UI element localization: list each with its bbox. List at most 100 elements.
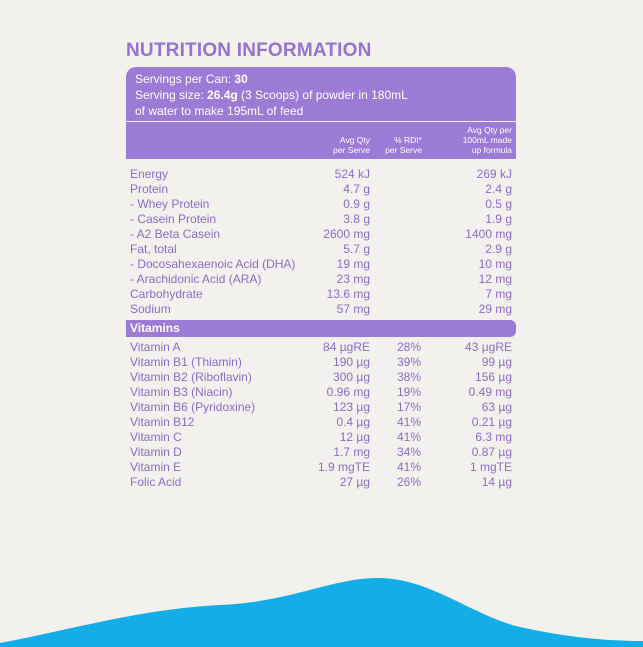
rdi-value: 41% [396,415,421,429]
table-row: - A2 Beta Casein 2600 mg 1400 mg [130,227,514,242]
table-row: Vitamin D 1.7 mg 34% 0.87 µg [130,445,514,460]
table-row: Sodium 57 mg 29 mg [130,302,514,317]
nutrient-name: Vitamin A [130,340,181,354]
nutrient-name: Folic Acid [130,475,182,489]
per-100ml-value: 2.4 g [485,182,512,196]
serving-size-value: 26.4g [207,88,238,102]
table-row: Protein 4.7 g 2.4 g [130,182,514,197]
table-row: Vitamin B12 0.4 µg 41% 0.21 µg [130,415,514,430]
wave-decoration [0,577,643,647]
rdi-value: 41% [396,460,421,474]
per-100ml-value: 2.9 g [485,242,512,256]
header-rdi: % RDI* per Serve [385,135,422,155]
servings-value: 30 [234,72,248,86]
nutrient-name: Vitamin B12 [130,415,195,429]
per-serve-value: 524 kJ [334,167,370,181]
table-row: - Arachidonic Acid (ARA) 23 mg 12 mg [130,272,514,287]
per-serve-value: 3.8 g [343,212,370,226]
per-serve-value: 123 µg [333,400,370,414]
vitamin-table: Vitamin A 84 µgRE 28% 43 µgRE Vitamin B1 (Th… [130,340,514,490]
table-row: Vitamin B1 (Thiamin) 190 µg 39% 99 µg [130,355,514,370]
header-serve-line1: Avg Qty [339,135,370,145]
nutrient-name: Vitamin B2 (Riboflavin) [130,370,252,384]
per-100ml-value: 6.3 mg [475,430,512,444]
table-row: Vitamin A 84 µgRE 28% 43 µgRE [130,340,514,355]
table-header: Avg Qty per Serve % RDI* per Serve Avg Q… [126,122,516,159]
nutrient-table: Energy 524 kJ 269 kJ Protein 4.7 g 2.4 g - Wh… [130,167,514,317]
servings-label: Servings per Can: [135,72,235,86]
per-serve-value: 27 µg [339,475,370,489]
per-100ml-value: 0.21 µg [471,415,512,429]
rdi-value: 19% [396,385,421,399]
per-serve-value: 13.6 mg [326,287,370,301]
nutrient-name: - Whey Protein [130,197,210,211]
header-100-line3: up formula [471,145,512,155]
nutrient-name: Sodium [130,302,171,316]
nutrient-name: - Casein Protein [130,212,217,226]
per-100ml-value: 99 µg [481,355,512,369]
table-row: - Docosahexaenoic Acid (DHA) 19 mg 10 mg [130,257,514,272]
servings-panel: Servings per Can: 30 Serving size: 26.4g… [126,67,516,121]
nutrient-name: Energy [130,167,169,181]
nutrient-name: Vitamin C [130,430,182,444]
serving-feed-note: of water to make 195mL of feed [135,104,304,118]
table-row: Vitamin B6 (Pyridoxine) 123 µg 17% 63 µg [130,400,514,415]
per-100ml-value: 0.87 µg [471,445,512,459]
table-row: Vitamin B2 (Riboflavin) 300 µg 38% 156 µg [130,370,514,385]
per-100ml-value: 12 mg [478,272,512,286]
per-serve-value: 19 mg [336,257,370,271]
rdi-value: 17% [396,400,421,414]
per-serve-value: 12 µg [339,430,370,444]
nutrient-name: - Arachidonic Acid (ARA) [130,272,262,286]
table-row: Energy 524 kJ 269 kJ [130,167,514,182]
table-row: Carbohydrate 13.6 mg 7 mg [130,287,514,302]
serving-size: Serving size: 26.4g (3 Scoops) of powder… [135,87,507,103]
header-per-100ml: Avg Qty per 100mL made up formula [463,125,512,155]
per-100ml-value: 7 mg [485,287,512,301]
header-rdi-line2: per Serve [385,145,422,155]
rdi-value: 26% [396,475,421,489]
header-rdi-line1: % RDI* [394,135,422,145]
nutrient-name: Carbohydrate [130,287,203,301]
table-row: - Whey Protein 0.9 g 0.5 g [130,197,514,212]
table-row: Vitamin E 1.9 mgTE 41% 1 mgTE [130,460,514,475]
per-100ml-value: 156 µg [475,370,512,384]
per-serve-value: 84 µgRE [323,340,370,354]
per-100ml-value: 14 µg [481,475,512,489]
nutrient-name: Vitamin D [130,445,182,459]
rdi-value: 34% [396,445,421,459]
table-row: Folic Acid 27 µg 26% 14 µg [130,475,514,490]
header-100-line2: 100mL made [462,135,512,145]
per-100ml-value: 63 µg [481,400,512,414]
nutrient-name: Fat, total [130,242,177,256]
page-title: NUTRITION INFORMATION [126,40,372,61]
header-avg-qty-serve: Avg Qty per Serve [333,135,370,155]
per-serve-value: 190 µg [333,355,370,369]
rdi-value: 28% [396,340,421,354]
per-serve-value: 23 mg [336,272,370,286]
header-serve-line2: per Serve [333,145,370,155]
nutrient-name: - A2 Beta Casein [130,227,221,241]
per-100ml-value: 1.9 g [485,212,512,226]
per-serve-value: 2600 mg [323,227,370,241]
per-100ml-value: 43 µgRE [465,340,512,354]
per-100ml-value: 269 kJ [476,167,512,181]
nutrient-name: Vitamin B6 (Pyridoxine) [130,400,256,414]
per-100ml-value: 10 mg [478,257,512,271]
per-serve-value: 0.96 mg [326,385,370,399]
per-100ml-value: 1400 mg [465,227,512,241]
rdi-value: 38% [396,370,421,384]
per-100ml-value: 29 mg [478,302,512,316]
serving-size-label: Serving size: [135,88,208,102]
per-100ml-value: 1 mgTE [469,460,512,474]
table-row: Fat, total 5.7 g 2.9 g [130,242,514,257]
nutrient-name: Vitamin B3 (Niacin) [130,385,233,399]
table-row: Vitamin C 12 µg 41% 6.3 mg [130,430,514,445]
nutrient-name: Protein [130,182,169,196]
per-serve-value: 4.7 g [343,182,370,196]
rdi-value: 41% [396,430,421,444]
serving-size-detail: (3 Scoops) of powder in 180mL [237,88,408,102]
table-row: Vitamin B3 (Niacin) 0.96 mg 19% 0.49 mg [130,385,514,400]
header-100-line1: Avg Qty per [467,125,512,135]
rdi-value: 39% [396,355,421,369]
